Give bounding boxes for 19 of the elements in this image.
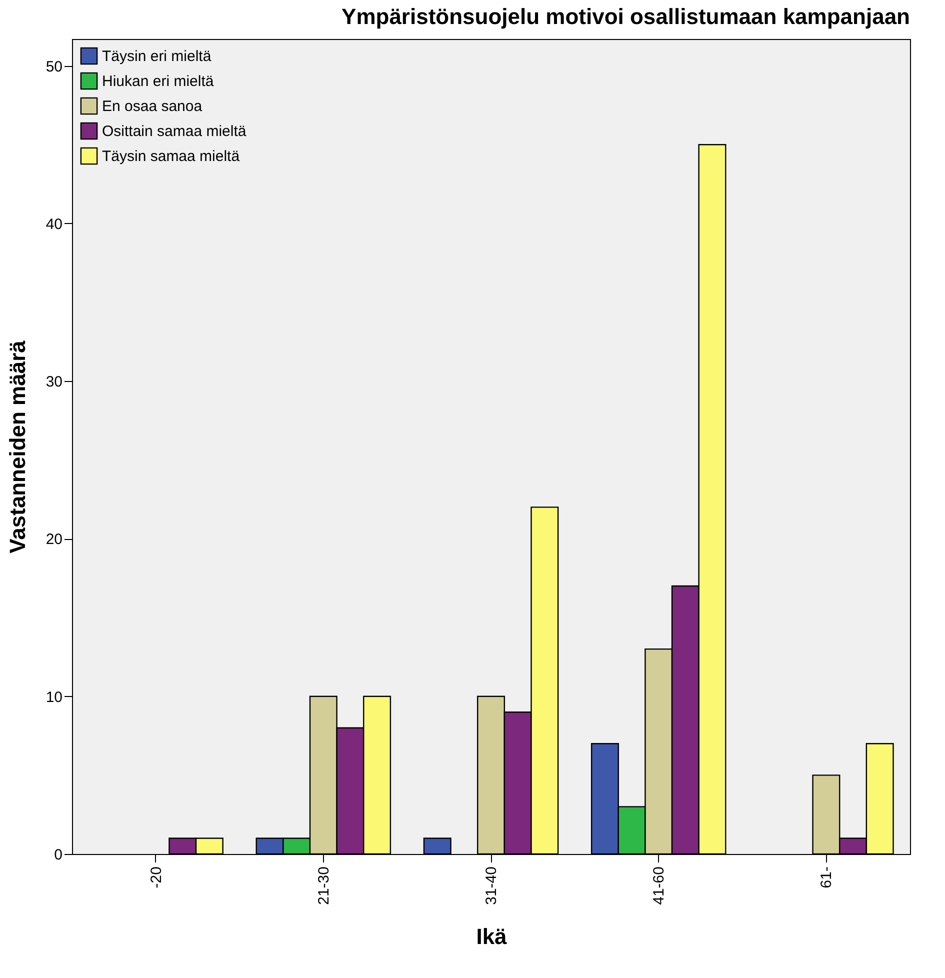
y-tick-label: 0 (54, 846, 62, 864)
legend-label: Osittain samaa mieltä (102, 123, 247, 140)
y-tick-label: 30 (46, 374, 62, 391)
legend-label: Hiukan eri mieltä (102, 73, 214, 90)
legend-label: En osaa sanoa (102, 98, 203, 115)
x-tick-label: 31-40 (483, 866, 500, 905)
x-tick-label: 61- (818, 866, 836, 888)
legend-label: Täysin eri mieltä (102, 48, 212, 65)
y-axis-title: Vastanneiden määrä (4, 340, 30, 554)
x-tick-label: -20 (148, 866, 165, 888)
legend-label: Täysin samaa mieltä (102, 148, 240, 165)
y-tick-label: 20 (46, 531, 62, 548)
chart-title: Ympäristönsuojelu motivoi osallistumaan kampanjaan (342, 4, 910, 29)
x-axis-title: Ikä (476, 924, 508, 949)
x-tick-label: 41-60 (650, 866, 668, 905)
x-tick-label: 21-30 (315, 866, 332, 905)
y-tick-label: 40 (46, 216, 62, 233)
y-tick-label: 10 (46, 688, 62, 706)
y-tick-label: 50 (46, 58, 62, 76)
